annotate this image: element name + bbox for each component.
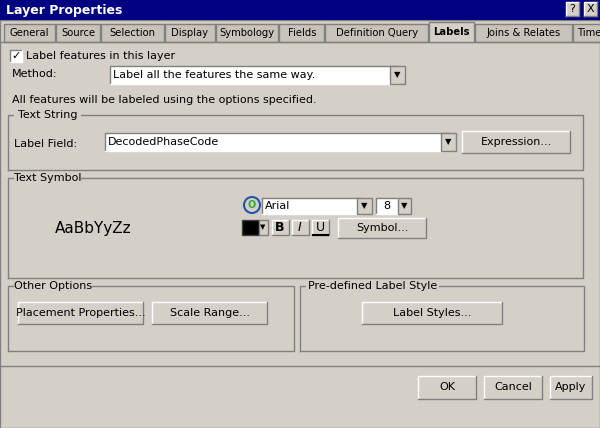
Text: OK: OK <box>439 383 455 392</box>
Text: Symbol...: Symbol... <box>356 223 408 233</box>
Text: Cancel: Cancel <box>494 383 532 392</box>
Text: Layer Properties: Layer Properties <box>6 3 122 17</box>
Text: ▼: ▼ <box>401 202 407 211</box>
Text: B: B <box>275 220 285 234</box>
Text: Arial: Arial <box>265 201 290 211</box>
Text: Label features in this layer: Label features in this layer <box>26 51 175 61</box>
Bar <box>14 172 80 184</box>
Text: U: U <box>316 220 325 234</box>
Text: Label Field:: Label Field: <box>14 139 77 149</box>
Text: Scale Range...: Scale Range... <box>170 308 250 318</box>
Text: Source: Source <box>61 28 95 38</box>
Text: Apply: Apply <box>556 383 587 392</box>
Bar <box>14 280 91 292</box>
Bar <box>484 376 542 399</box>
Bar <box>566 2 579 16</box>
Bar <box>325 24 428 42</box>
Text: Pre-defined Label Style: Pre-defined Label Style <box>308 281 437 291</box>
Bar <box>242 220 259 235</box>
Bar <box>14 109 80 121</box>
Bar <box>357 198 372 214</box>
Bar <box>152 302 267 324</box>
Bar <box>338 218 426 238</box>
Text: Other Options: Other Options <box>14 281 92 291</box>
Text: Expression...: Expression... <box>481 137 551 147</box>
Bar <box>475 24 572 42</box>
Bar <box>164 24 215 42</box>
Text: ▼: ▼ <box>361 202 367 211</box>
Bar <box>462 131 570 153</box>
Text: Time: Time <box>577 28 600 38</box>
Bar <box>272 220 289 235</box>
Bar <box>292 220 309 235</box>
Bar <box>573 24 600 42</box>
Bar <box>105 133 450 151</box>
Bar <box>362 302 502 324</box>
Text: I: I <box>298 220 302 234</box>
Bar <box>216 24 278 42</box>
Bar <box>418 376 476 399</box>
Bar <box>262 198 362 214</box>
Text: DecodedPhaseCode: DecodedPhaseCode <box>108 137 219 147</box>
Text: Text Symbol: Text Symbol <box>14 173 81 183</box>
Text: ▼: ▼ <box>260 224 266 230</box>
Text: Placement Properties...: Placement Properties... <box>16 308 145 318</box>
Bar <box>312 220 329 235</box>
Text: ?: ? <box>569 4 575 14</box>
Text: Labels: Labels <box>433 27 470 37</box>
Bar <box>306 280 439 292</box>
Bar <box>441 133 456 151</box>
Bar <box>390 66 405 84</box>
Text: X: X <box>587 4 595 14</box>
Text: ✓: ✓ <box>11 51 20 61</box>
Text: 8: 8 <box>383 201 391 211</box>
Bar <box>4 24 55 42</box>
Text: O: O <box>248 200 256 210</box>
Text: ▼: ▼ <box>445 137 451 146</box>
Text: Selection: Selection <box>110 28 155 38</box>
Bar <box>280 24 324 42</box>
Bar <box>0 0 600 20</box>
Bar <box>10 50 22 62</box>
Bar <box>110 66 400 84</box>
Text: Text String: Text String <box>17 110 77 120</box>
Text: ▼: ▼ <box>394 71 400 80</box>
Text: AaBbYyZz: AaBbYyZz <box>55 220 131 235</box>
Text: Label all the features the same way.: Label all the features the same way. <box>113 70 315 80</box>
Bar <box>101 24 164 42</box>
Text: General: General <box>10 28 49 38</box>
Text: Joins & Relates: Joins & Relates <box>486 28 560 38</box>
Bar <box>584 2 597 16</box>
Text: Symbology: Symbology <box>220 28 275 38</box>
Bar <box>259 220 268 235</box>
Bar <box>398 198 411 214</box>
Text: All features will be labeled using the options specified.: All features will be labeled using the o… <box>12 95 317 105</box>
Bar <box>376 198 398 214</box>
Text: Definition Query: Definition Query <box>335 28 418 38</box>
Text: Fields: Fields <box>287 28 316 38</box>
Bar <box>18 302 143 324</box>
Text: Method:: Method: <box>12 69 58 79</box>
Bar <box>56 24 100 42</box>
Bar <box>550 376 592 399</box>
Bar <box>429 22 474 42</box>
Text: Display: Display <box>172 28 208 38</box>
Text: Label Styles...: Label Styles... <box>393 308 471 318</box>
